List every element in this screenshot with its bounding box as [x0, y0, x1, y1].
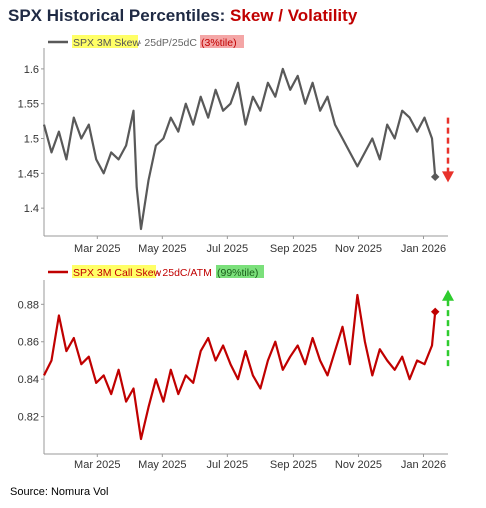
- y-tick-label: 0.86: [18, 337, 39, 349]
- skew-chart: 1.4 1.45 1.5 1.55 1.6 Mar 2025 May 2025 Jul 202…: [18, 35, 454, 255]
- legend-detail: - 25dC/ATM: [156, 267, 212, 279]
- x-tick-label: Jan 2026: [401, 243, 446, 255]
- y-tick-label: 1.55: [18, 99, 39, 111]
- x-tick-label: Mar 2025: [74, 459, 120, 471]
- y-tick-label: 0.88: [18, 299, 39, 311]
- legend-percentile-badge: (99%tile): [217, 267, 258, 279]
- title-accent: Skew / Volatility: [230, 6, 358, 25]
- legend: SPX 3M Call Skew - 25dC/ATM (99%tile): [48, 265, 264, 279]
- last-value-marker: [430, 307, 440, 317]
- y-tick-label: 1.6: [24, 64, 39, 76]
- x-tick-label: May 2025: [138, 243, 186, 255]
- legend-series-name: SPX 3M Skew: [73, 37, 141, 49]
- x-tick-label: Nov 2025: [335, 459, 382, 471]
- y-tick-label: 1.45: [18, 168, 39, 180]
- x-tick-label: Nov 2025: [335, 243, 382, 255]
- chart-title: SPX Historical Percentiles: Skew / Volat…: [8, 6, 357, 26]
- y-tick-label: 1.4: [24, 203, 39, 215]
- legend-badge-highlight: [216, 265, 264, 278]
- title-main: SPX Historical Percentiles:: [8, 6, 231, 25]
- trend-arrow-head: [442, 289, 454, 301]
- series-line: [42, 67, 437, 231]
- x-tick-label: May 2025: [138, 459, 186, 471]
- last-value-marker: [430, 172, 440, 182]
- series-line: [43, 293, 437, 441]
- legend-detail: - 25dP/25dC: [138, 37, 197, 49]
- source-note: Source: Nomura Vol: [10, 486, 109, 498]
- x-tick-label: Jul 2025: [207, 243, 249, 255]
- legend-series-name: SPX 3M Call Skew: [73, 267, 162, 279]
- legend: SPX 3M Skew - 25dP/25dC (3%tile): [48, 35, 244, 49]
- legend-name-highlight: [72, 265, 156, 278]
- x-tick-label: Sep 2025: [270, 243, 317, 255]
- legend-name-highlight: [72, 35, 138, 48]
- y-tick-label: 0.82: [18, 412, 39, 424]
- trend-arrow-head: [442, 171, 454, 183]
- y-tick-label: 0.84: [18, 374, 39, 386]
- x-tick-label: Jul 2025: [207, 459, 249, 471]
- x-tick-label: Jan 2026: [401, 459, 446, 471]
- legend-badge-highlight: [200, 35, 244, 48]
- x-tick-label: Mar 2025: [74, 243, 120, 255]
- call-skew-chart: 0.82 0.84 0.86 0.88 Mar 2025 May 2025 Jul 2025…: [18, 265, 454, 471]
- legend-percentile-badge: (3%tile): [201, 37, 237, 49]
- y-tick-label: 1.5: [24, 134, 39, 146]
- x-tick-label: Sep 2025: [270, 459, 317, 471]
